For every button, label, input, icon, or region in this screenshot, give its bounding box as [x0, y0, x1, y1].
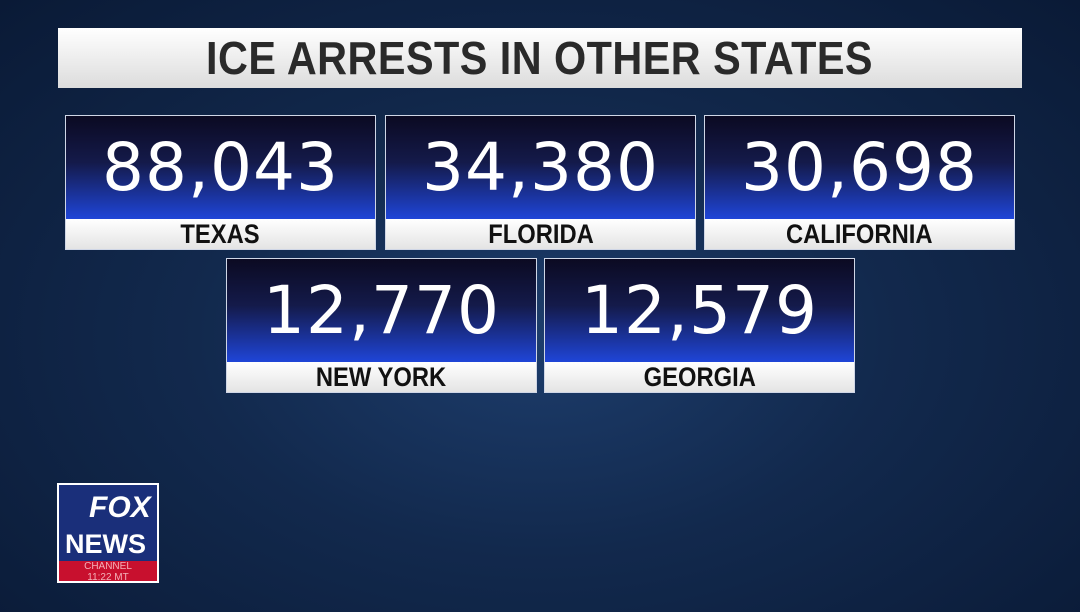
value-panel: 12,579	[545, 259, 854, 362]
value-panel: 88,043	[66, 116, 375, 219]
logo-text: FOX	[89, 491, 151, 524]
label-panel: TEXAS	[66, 219, 375, 249]
label-panel: NEW YORK	[227, 362, 536, 392]
logo-band: CHANNEL 11:22 MT	[59, 561, 157, 583]
value: 34,380	[422, 129, 659, 206]
value: 12,770	[263, 272, 500, 349]
channel-logo: FOX NEWS CHANNEL 11:22 MT	[57, 483, 159, 583]
label-panel: FLORIDA	[386, 219, 695, 249]
state-label: TEXAS	[180, 218, 261, 249]
stat-card: 12,770 NEW YORK	[226, 258, 537, 393]
value-panel: 12,770	[227, 259, 536, 362]
state-label: GEORGIA	[643, 361, 756, 392]
stat-card: 30,698 CALIFORNIA	[704, 115, 1015, 250]
label-panel: CALIFORNIA	[705, 219, 1014, 249]
stat-card: 12,579 GEORGIA	[544, 258, 855, 393]
state-label: NEW YORK	[316, 361, 447, 392]
title-bar: ICE ARRESTS IN OTHER STATES	[58, 28, 1022, 88]
label-panel: GEORGIA	[545, 362, 854, 392]
logo-text: CHANNEL	[84, 561, 132, 572]
title: ICE ARRESTS IN OTHER STATES	[206, 32, 874, 84]
logo-text: NEWS	[65, 529, 146, 559]
state-label: CALIFORNIA	[786, 218, 933, 249]
logo-time: 11:22 MT	[87, 572, 129, 583]
stat-card: 34,380 FLORIDA	[385, 115, 696, 250]
value: 12,579	[581, 272, 818, 349]
value: 88,043	[102, 129, 339, 206]
state-label: FLORIDA	[487, 218, 594, 249]
stat-card: 88,043 TEXAS	[65, 115, 376, 250]
value: 30,698	[741, 129, 978, 206]
value-panel: 30,698	[705, 116, 1014, 219]
value-panel: 34,380	[386, 116, 695, 219]
